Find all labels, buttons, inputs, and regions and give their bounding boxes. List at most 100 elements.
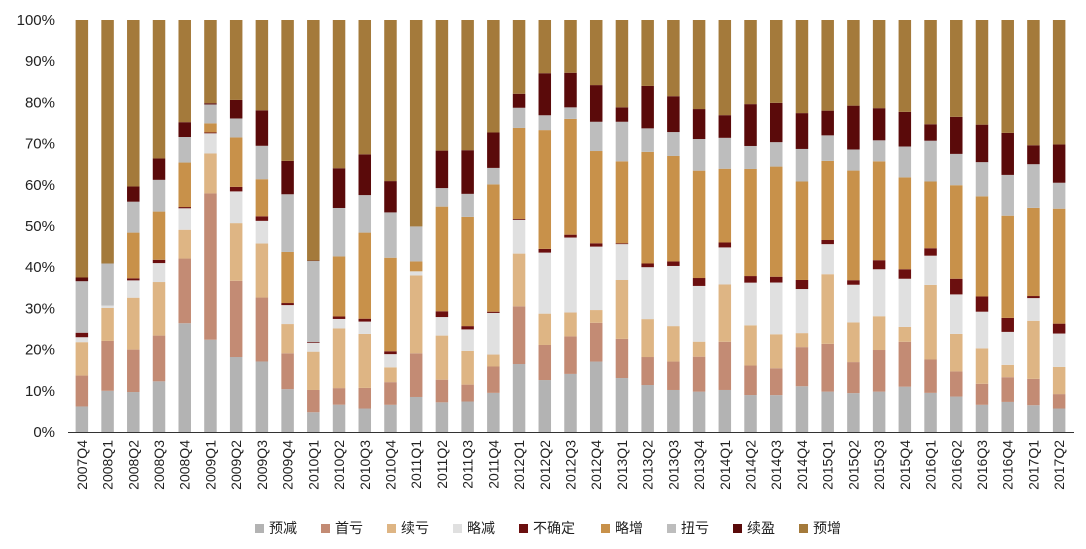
bar-segment-6: [898, 177, 912, 270]
bar-segment-5: [1027, 296, 1040, 299]
bar-segment-3: [512, 253, 526, 307]
bar-column-2009Q1: [204, 20, 217, 432]
bar-segment-6: [615, 161, 629, 244]
bar-segment-8: [1001, 132, 1014, 175]
legend-item: 略减: [453, 521, 495, 537]
x-tick-label: 2012Q1: [511, 440, 527, 490]
legend-label: 略减: [467, 521, 495, 537]
bar-segment-2: [847, 362, 860, 394]
bar-segment-9: [281, 20, 294, 161]
bar-segment-2: [178, 258, 191, 324]
x-tick-label: 2011Q2: [434, 440, 450, 489]
bar-column-2011Q2: [435, 20, 449, 432]
bar-segment-6: [332, 256, 346, 317]
bar-column-2015Q1: [821, 20, 834, 432]
bar-segment-4: [769, 282, 783, 335]
y-axis-ticks: 0% 10% 20% 30% 40% 50% 60% 70% 80% 90% 100%: [17, 12, 55, 441]
bar-segment-9: [1052, 20, 1066, 145]
bar-column-2009Q4: [281, 20, 294, 432]
bar-segment-1: [281, 389, 294, 432]
bar-segment-8: [975, 124, 989, 163]
bar-segment-4: [898, 278, 912, 327]
bar-segment-5: [307, 342, 320, 343]
bar-segment-9: [847, 20, 860, 106]
x-tick-label: 2017Q2: [1051, 440, 1067, 490]
legend-swatch: [799, 524, 808, 533]
bar-segment-8: [564, 72, 577, 108]
bar-segment-9: [127, 20, 140, 187]
bar-segment-4: [641, 267, 654, 320]
bar-column-2016Q2: [950, 20, 963, 432]
bar-segment-6: [204, 123, 217, 133]
bar-segment-6: [152, 211, 166, 260]
bar-segment-9: [358, 20, 372, 155]
bar-segment-1: [538, 380, 552, 432]
bar-segment-4: [744, 282, 757, 326]
bar-segment-4: [332, 318, 346, 329]
legend-item: 不确定: [519, 521, 575, 537]
legend-label: 略增: [615, 521, 643, 537]
bar-segment-1: [229, 357, 243, 432]
bar-segment-3: [255, 243, 269, 298]
bar-column-2010Q1: [307, 20, 320, 432]
bar-segment-6: [229, 137, 243, 187]
bar-segment-8: [872, 108, 886, 141]
y-tick-label: 30%: [25, 300, 55, 317]
bar-segment-9: [718, 20, 732, 116]
legend-item: 首亏: [321, 521, 363, 537]
bar-segment-9: [795, 20, 809, 114]
bar-segment-1: [1052, 408, 1066, 432]
bar-segment-4: [75, 337, 89, 343]
y-tick-label: 80%: [25, 94, 55, 111]
bar-segment-5: [847, 280, 860, 285]
bar-segment-8: [204, 103, 217, 105]
bar-segment-6: [975, 196, 989, 297]
bar-segment-9: [75, 20, 89, 278]
legend-swatch: [667, 524, 676, 533]
x-tick-label: 2007Q4: [74, 440, 90, 490]
legend-swatch: [387, 524, 396, 533]
legend-swatch: [453, 524, 462, 533]
plot-area: [75, 20, 1066, 432]
x-tick-label: 2010Q3: [357, 440, 373, 490]
bar-segment-4: [538, 252, 552, 314]
bar-segment-2: [435, 379, 449, 403]
bar-column-2008Q1: [101, 20, 114, 432]
bar-segment-3: [75, 342, 89, 376]
bar-segment-4: [667, 265, 680, 327]
bar-segment-6: [589, 151, 603, 244]
x-axis-ticks: 2007Q4 2008Q1 2008Q2 2008Q3 2008Q4 2009Q1 2009…: [74, 440, 1067, 490]
bar-segment-9: [178, 20, 191, 123]
bar-segment-8: [924, 124, 937, 141]
x-tick-label: 2014Q2: [743, 440, 759, 490]
bar-segment-7: [847, 149, 860, 171]
bar-segment-9: [1001, 20, 1014, 133]
bar-segment-3: [384, 367, 397, 383]
x-tick-label: 2016Q2: [948, 440, 964, 490]
bar-segment-2: [307, 389, 320, 413]
bar-segment-2: [641, 357, 654, 386]
bar-segment-7: [127, 201, 140, 233]
bar-segment-3: [872, 316, 886, 351]
bar-segment-1: [307, 412, 320, 432]
bar-segment-3: [692, 341, 706, 357]
y-tick-label: 40%: [25, 259, 55, 276]
x-tick-label: 2013Q4: [691, 440, 707, 490]
bar-segment-3: [641, 319, 654, 358]
bar-segment-6: [127, 232, 140, 279]
bar-segment-8: [821, 110, 834, 136]
bar-segment-6: [255, 179, 269, 217]
bar-segment-5: [255, 216, 269, 221]
bar-segment-1: [178, 323, 191, 432]
bar-segment-4: [795, 289, 809, 334]
bar-segment-6: [744, 168, 757, 277]
y-tick-label: 20%: [25, 342, 55, 359]
legend-label: 扭亏: [681, 521, 709, 537]
bar-segment-1: [641, 385, 654, 432]
bar-segment-2: [795, 347, 809, 387]
bar-segment-8: [615, 107, 629, 122]
x-tick-label: 2008Q3: [151, 440, 167, 490]
bar-segment-8: [589, 85, 603, 122]
bar-segment-3: [975, 348, 989, 384]
bar-segment-7: [461, 193, 474, 217]
